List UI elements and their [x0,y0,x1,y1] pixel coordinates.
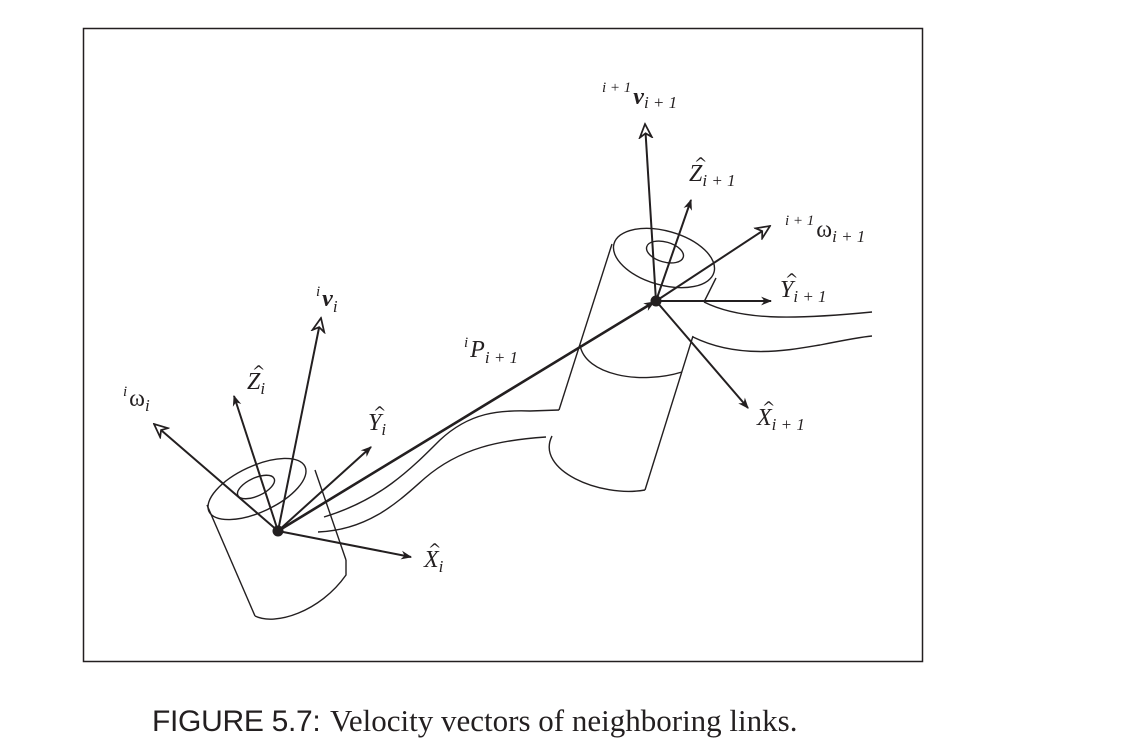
label-y-i: Yi [368,410,386,439]
joint-i-plus-1-lower-band [579,344,683,379]
joint-i-plus-1-bore [645,240,685,264]
link-out-upper-edge [703,301,873,318]
joint-i-left-side [206,504,256,617]
label-p-i-plus-1: iPi + 1 [464,335,518,367]
joint-i-plus-1-left-side [558,243,613,411]
label-omega-i: iωi [123,384,150,415]
x-i-plus-1-axis [655,300,749,409]
figure-border [82,27,924,663]
label-z-i-plus-1: Zi + 1 [689,161,736,190]
link-tube-upper-edge [323,409,560,518]
label-x-i-plus-1: Xi + 1 [756,405,805,434]
link-tube-lower-edge [317,436,547,533]
omega-i-plus-1-vector [655,226,770,302]
hat-x-i: ^ [428,540,441,559]
omega-i-vector [154,424,279,532]
joint-i-plus-1-right-side [644,335,694,491]
link-i-body [206,409,560,620]
y-i-axis [277,446,372,532]
origin-i-plus-1-dot [650,295,662,307]
v-i-vector [277,318,321,532]
joint-i-bottom-arc [254,560,347,620]
z-i-plus-1-axis [655,198,692,302]
caption-text: Velocity vectors of neighboring links. [329,703,798,738]
vector-labels: iωi ^ Zi ivi ^ Yi ^ Xi iPi + 1 i + 1vi +… [123,80,865,576]
joint-i-top-ellipse [207,457,307,521]
v-i-plus-1-vector [645,124,657,302]
hat-y-i: ^ [373,403,386,422]
frame-i-vectors [154,300,655,560]
velocity-diagram: iωi ^ Zi ivi ^ Yi ^ Xi iPi + 1 i + 1vi +… [82,27,924,663]
joint-i-plus-1-top-ellipse [612,227,716,289]
figure-caption: FIGURE 5.7: Velocity vectors of neighbor… [152,703,797,739]
label-v-i-plus-1: i + 1vi + 1 [602,80,677,112]
label-y-i-plus-1: Yi + 1 [780,277,827,306]
hat-z-i-plus-1: ^ [694,154,707,173]
joint-i-plus-1-bottom-arc [548,435,646,492]
label-omega-i-plus-1: i + 1ωi + 1 [785,213,865,246]
label-z-i: Zi [247,369,265,398]
x-i-axis [277,530,413,560]
hat-z-i: ^ [252,362,265,381]
link-out-joint-notch [703,277,717,303]
label-v-i: ivi [316,284,338,316]
caption-label: FIGURE 5.7: [152,705,321,738]
p-i-plus-1-vector [277,300,655,533]
link-out-lower-edge [692,335,873,353]
hat-x-i-plus-1: ^ [762,398,775,417]
hat-y-i-plus-1: ^ [785,270,798,289]
origin-i-dot [272,525,284,537]
link-i-plus-1-body [548,227,873,492]
z-i-axis [232,394,279,532]
label-x-i: Xi [423,547,444,576]
frame-i-plus-1-vectors [645,124,773,409]
